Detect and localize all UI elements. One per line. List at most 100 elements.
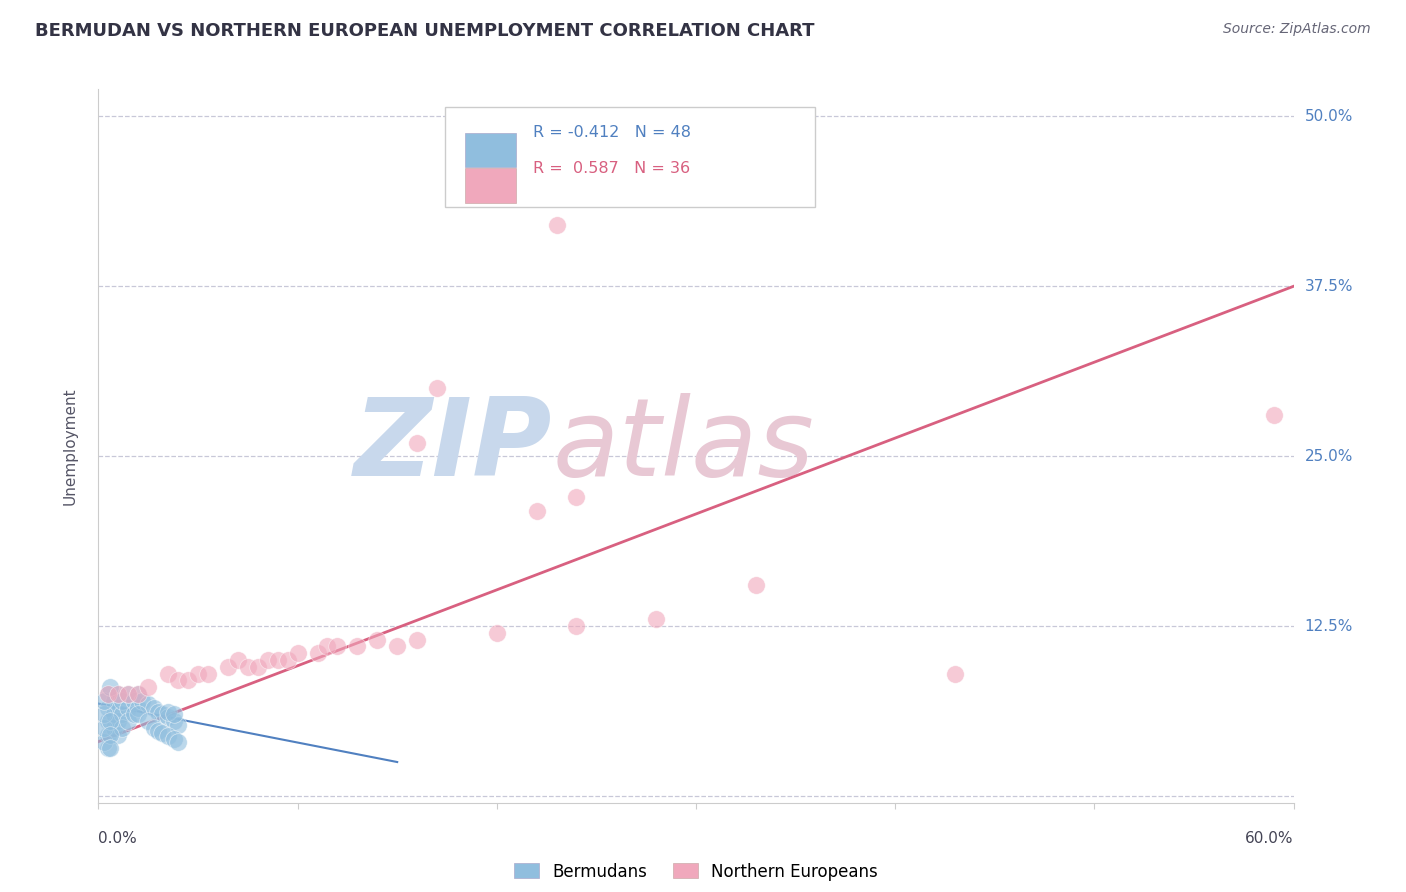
Point xyxy=(107,687,129,701)
Text: 37.5%: 37.5% xyxy=(1305,279,1353,293)
Point xyxy=(163,714,186,729)
Text: Source: ZipAtlas.com: Source: ZipAtlas.com xyxy=(1223,22,1371,37)
Point xyxy=(98,728,122,742)
Point xyxy=(136,680,159,694)
Point xyxy=(943,666,966,681)
Point xyxy=(148,723,170,738)
Point xyxy=(93,734,115,748)
Point xyxy=(287,646,309,660)
Point xyxy=(157,710,180,724)
Point xyxy=(745,578,768,592)
Point xyxy=(485,626,508,640)
Text: 25.0%: 25.0% xyxy=(1305,449,1353,464)
Text: 60.0%: 60.0% xyxy=(1246,831,1294,846)
Point xyxy=(103,721,125,735)
Point xyxy=(1263,409,1285,423)
Point xyxy=(346,640,368,654)
Point xyxy=(256,653,278,667)
Point xyxy=(197,666,219,681)
Point xyxy=(546,218,568,232)
Point xyxy=(157,705,180,719)
Point xyxy=(226,653,249,667)
Point xyxy=(136,714,159,729)
Point xyxy=(103,694,125,708)
FancyBboxPatch shape xyxy=(444,107,815,207)
Point xyxy=(307,646,329,660)
Point xyxy=(236,660,259,674)
Text: 50.0%: 50.0% xyxy=(1305,109,1353,124)
Point xyxy=(103,707,125,722)
Point xyxy=(177,673,200,688)
Point xyxy=(143,700,166,714)
Point xyxy=(565,490,588,504)
Text: ZIP: ZIP xyxy=(354,393,553,499)
Legend: Bermudans, Northern Europeans: Bermudans, Northern Europeans xyxy=(508,856,884,888)
Point xyxy=(97,741,120,756)
Text: BERMUDAN VS NORTHERN EUROPEAN UNEMPLOYMENT CORRELATION CHART: BERMUDAN VS NORTHERN EUROPEAN UNEMPLOYME… xyxy=(35,22,814,40)
Y-axis label: Unemployment: Unemployment xyxy=(63,387,77,505)
Point xyxy=(157,666,180,681)
Point xyxy=(267,653,290,667)
Point xyxy=(131,694,153,708)
Text: R =  0.587   N = 36: R = 0.587 N = 36 xyxy=(533,161,690,176)
Point xyxy=(426,381,449,395)
Point xyxy=(93,721,115,735)
Point xyxy=(117,700,139,714)
Point xyxy=(385,640,409,654)
Point xyxy=(117,687,139,701)
FancyBboxPatch shape xyxy=(465,133,516,167)
FancyBboxPatch shape xyxy=(465,169,516,202)
Point xyxy=(157,729,180,743)
Point xyxy=(127,707,149,722)
Point xyxy=(111,721,134,735)
Point xyxy=(97,687,120,701)
Point xyxy=(406,435,429,450)
Point xyxy=(127,700,149,714)
Point xyxy=(246,660,269,674)
Point xyxy=(124,707,146,722)
Point xyxy=(107,728,129,742)
Text: 0.0%: 0.0% xyxy=(98,831,138,846)
Text: atlas: atlas xyxy=(553,393,814,499)
Point xyxy=(107,714,129,729)
Text: R = -0.412   N = 48: R = -0.412 N = 48 xyxy=(533,125,692,140)
Point xyxy=(167,673,190,688)
Point xyxy=(127,687,149,701)
Point xyxy=(117,687,139,701)
Point xyxy=(107,700,129,714)
Point xyxy=(150,726,173,740)
Point xyxy=(187,666,209,681)
Point xyxy=(150,707,173,722)
Point xyxy=(97,728,120,742)
Point xyxy=(98,680,122,694)
Point xyxy=(117,714,139,729)
Point xyxy=(366,632,388,647)
Point xyxy=(316,640,339,654)
Point xyxy=(277,653,299,667)
Point xyxy=(111,707,134,722)
Point xyxy=(107,687,129,701)
Point xyxy=(167,718,190,732)
Point xyxy=(406,632,429,647)
Point xyxy=(124,694,146,708)
Point xyxy=(143,721,166,735)
Point xyxy=(217,660,239,674)
Point xyxy=(97,714,120,729)
Point xyxy=(98,714,122,729)
Point xyxy=(526,503,548,517)
Point xyxy=(167,734,190,748)
Point xyxy=(97,687,120,701)
Point xyxy=(93,707,115,722)
Point xyxy=(645,612,668,626)
Point xyxy=(127,687,149,701)
Point xyxy=(93,694,115,708)
Text: 12.5%: 12.5% xyxy=(1305,618,1353,633)
Point xyxy=(326,640,349,654)
Point xyxy=(148,705,170,719)
Point xyxy=(163,731,186,746)
Point xyxy=(565,619,588,633)
Point xyxy=(163,707,186,722)
Point xyxy=(97,700,120,714)
Point xyxy=(136,697,159,711)
Point xyxy=(111,694,134,708)
